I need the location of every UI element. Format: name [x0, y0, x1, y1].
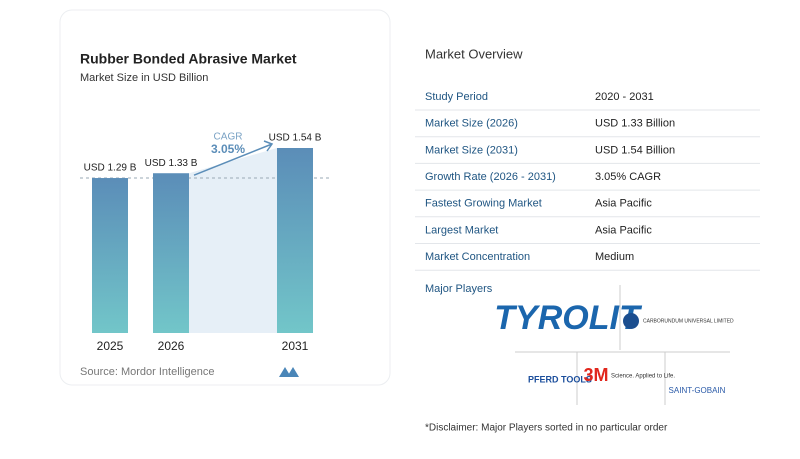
logo-saint-gobain: SAINT-GOBAIN	[669, 386, 726, 395]
bar	[153, 173, 189, 333]
chart-subtitle: Market Size in USD Billion	[80, 72, 208, 84]
chart-title: Rubber Bonded Abrasive Market	[80, 51, 297, 67]
growth-area	[189, 148, 277, 333]
row-label: Study Period	[425, 91, 488, 103]
players-title: Major Players	[425, 283, 493, 295]
overview-title: Market Overview	[425, 46, 523, 61]
source: Source: Mordor Intelligence	[80, 366, 215, 378]
bar	[92, 178, 128, 333]
value-label: USD 1.29 B	[84, 163, 137, 174]
source-logo	[279, 367, 299, 377]
value-label: USD 1.54 B	[269, 133, 322, 144]
row-label: Growth Rate (2026 - 2031)	[425, 171, 556, 183]
logo-tyrolit: TYROLIT	[494, 299, 643, 337]
row-value: USD 1.54 Billion	[595, 144, 675, 156]
row-value: Asia Pacific	[595, 224, 652, 236]
logo-cumi-mark	[623, 313, 639, 329]
logo-grid	[515, 285, 730, 405]
row-value: 3.05% CAGR	[595, 171, 661, 183]
logo-3m: 3M	[583, 365, 608, 385]
logo-cumi: CARBORUNDUM UNIVERSAL LIMITED	[643, 318, 734, 324]
x-tick-label: 2026	[158, 339, 185, 353]
logo-3m-tagline: Science. Applied to Life.	[611, 374, 675, 380]
cagr-label: CAGR	[214, 132, 243, 143]
x-tick-label: 2031	[282, 339, 309, 353]
row-value: 2020 - 2031	[595, 91, 654, 103]
row-label: Fastest Growing Market	[425, 198, 542, 210]
row-label: Largest Market	[425, 224, 498, 236]
x-tick-label: 2025	[97, 339, 124, 353]
row-label: Market Size (2026)	[425, 118, 518, 130]
row-value: Asia Pacific	[595, 198, 652, 210]
row-label: Market Size (2031)	[425, 144, 518, 156]
bar	[277, 148, 313, 333]
row-label: Market Concentration	[425, 251, 530, 263]
disclaimer: *Disclaimer: Major Players sorted in no …	[425, 423, 668, 434]
cagr-arrow	[193, 140, 274, 176]
logo-pferd: PFERD TOOLS	[528, 374, 592, 384]
row-value: Medium	[595, 251, 634, 263]
value-label: USD 1.33 B	[145, 158, 198, 169]
cagr-value: 3.05%	[211, 142, 245, 156]
row-value: USD 1.33 Billion	[595, 118, 675, 130]
